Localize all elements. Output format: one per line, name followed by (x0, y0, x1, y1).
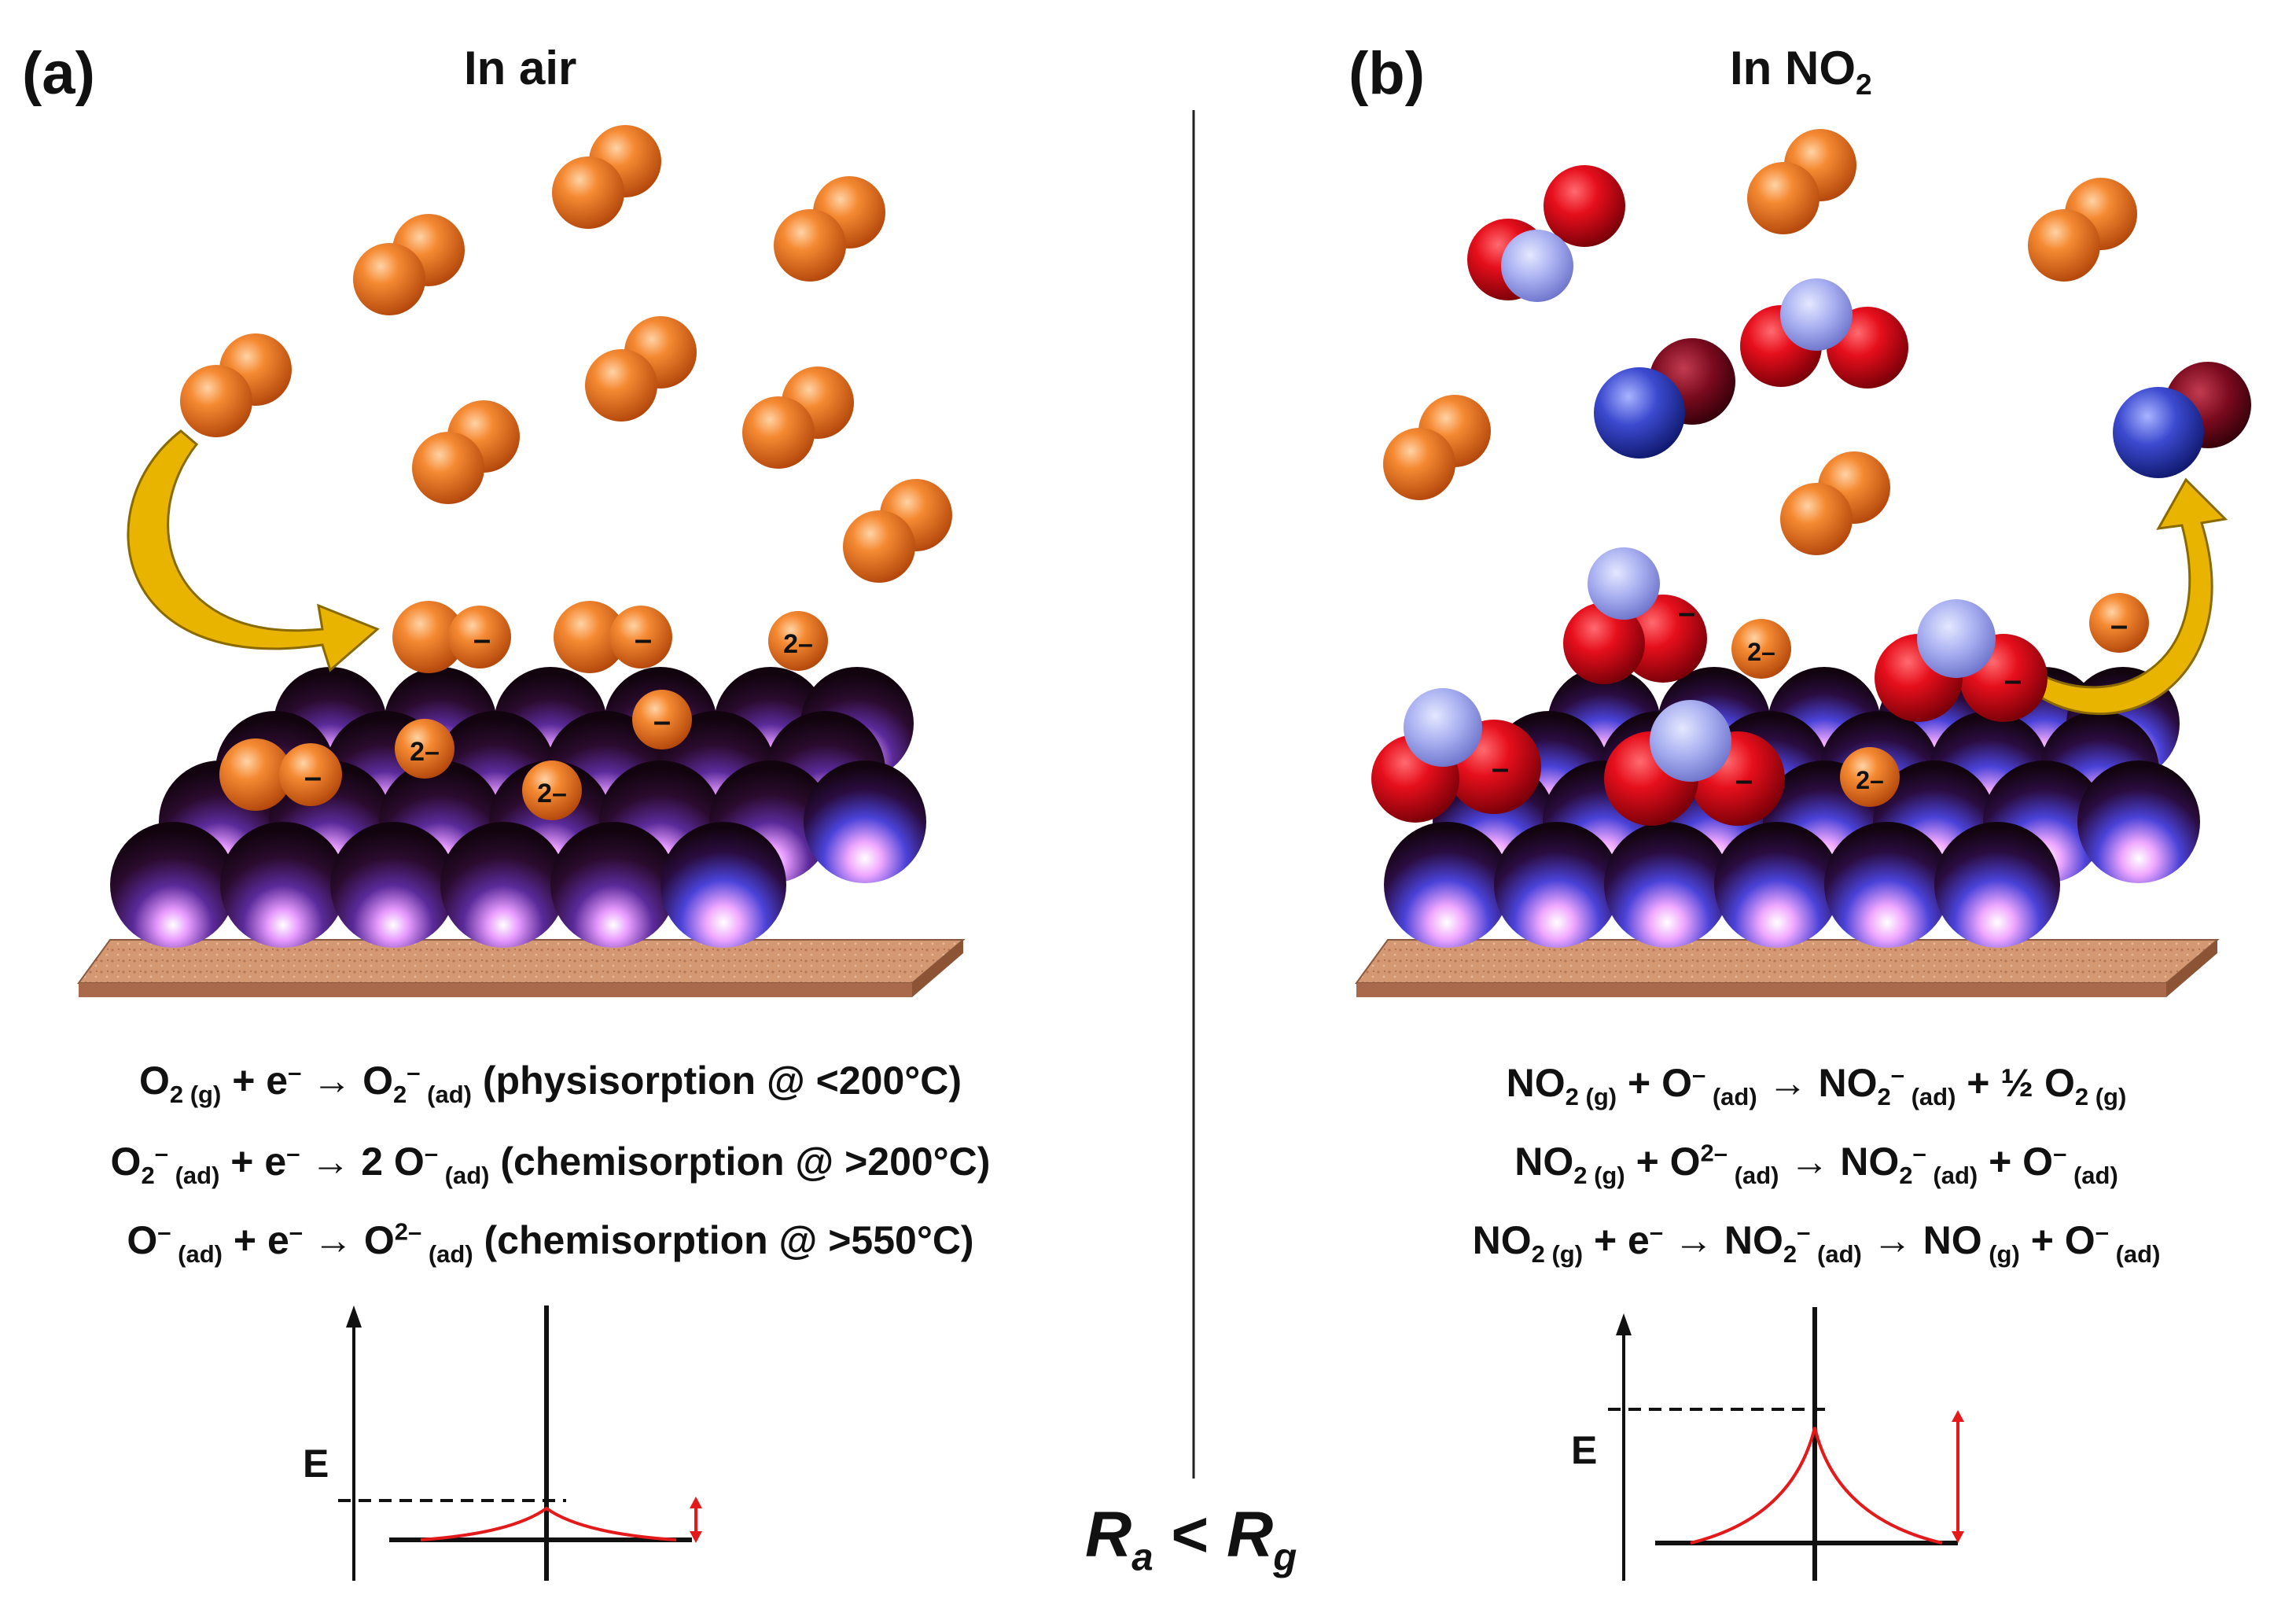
adsorbed-o-ion: 2– (522, 760, 582, 820)
no-molecule (1594, 338, 1735, 458)
o2-molecule (843, 479, 952, 583)
adsorbed-o2-ion: – (392, 601, 511, 673)
adsorbed-o-ion: 2– (1731, 619, 1791, 679)
adsorbed-no2-ion: – (1875, 599, 2048, 722)
equation-b-1: NO2 (g) + O– (ad) → NO2– (ad) + ½ O2 (g) (1506, 1060, 2127, 1110)
desorption-arrow-b (2030, 477, 2228, 716)
ion-charge-label: 2– (783, 629, 813, 659)
gas-no-molecules-b (1594, 338, 2251, 478)
energy-axis-label-a: E (303, 1442, 329, 1486)
ion-charge-label: – (2110, 608, 2128, 643)
adsorbed-o2-ion: – (554, 601, 672, 673)
adsorbed-species-a: – – 2– – 2– 2– – (219, 601, 828, 820)
ion-charge-label: – (653, 704, 671, 738)
o2-molecule (742, 366, 854, 469)
o2-molecule (552, 125, 661, 229)
panel-a-illustration: – – 2– – 2– 2– – (77, 125, 966, 997)
adsorbed-o-ion: 2– (1840, 747, 1900, 807)
equation-a-1: O2 (g) + e– → O2– (ad) (physisorption @ … (138, 1058, 962, 1108)
ion-charge-label: 2– (1856, 766, 1884, 794)
resistance-relation: Ra < Rg (1085, 1499, 1297, 1579)
panel-a-letter: (a) (22, 40, 95, 107)
equation-b-3: NO2 (g) + e– → NO2– (ad) → NO (g) + O– (… (1472, 1217, 2161, 1268)
panel-b-letter: (b) (1349, 40, 1426, 107)
panel-b-illustration: – 2– – – – – 2– (1355, 129, 2251, 997)
o2-molecule (412, 400, 520, 504)
ion-charge-label: – (1678, 595, 1695, 630)
adsorbed-o-ion: – (2089, 593, 2149, 653)
ion-charge-label: 2– (537, 779, 567, 808)
gas-o2-molecules-b (1383, 129, 2137, 555)
o2-molecule (585, 316, 697, 422)
gas-o2-molecules-a (180, 125, 952, 583)
ion-charge-label: – (2004, 663, 2022, 698)
o2-molecule (2028, 178, 2137, 282)
adsorbed-no2-ion: – (1563, 547, 1707, 684)
adsorbed-no2-ion: – (1371, 688, 1541, 823)
no2-molecule (1740, 278, 1908, 389)
ion-charge-label: – (304, 760, 322, 794)
band-diagram-b (1608, 1307, 1964, 1581)
o2-molecule (353, 214, 465, 315)
panel-a-title: In air (464, 42, 577, 94)
band-diagram-a (338, 1305, 702, 1581)
equation-a-3: O– (ad) + e– → O2– (ad) (chemisorption @… (127, 1217, 974, 1268)
ion-charge-label: 2– (410, 737, 440, 767)
energy-axis-label-b: E (1571, 1428, 1598, 1472)
o2-molecule (180, 333, 292, 437)
adsorbed-o-ion: 2– (768, 611, 828, 671)
ion-charge-label: – (635, 622, 652, 657)
ion-charge-label: – (473, 622, 491, 657)
ion-charge-label: – (1735, 763, 1753, 797)
sensor-grain-layer-a (110, 667, 926, 948)
ion-charge-label: – (1492, 751, 1509, 786)
o2-molecule (1780, 451, 1890, 555)
o2-molecule (1747, 129, 1856, 234)
adsorbed-o-ion: 2– (395, 719, 454, 779)
gas-no2-molecules-b (1467, 165, 1908, 389)
equation-a-2: O2– (ad) + e– → 2 O– (ad) (chemisorption… (110, 1139, 991, 1189)
no-molecule (2113, 362, 2251, 478)
o2-molecule (1383, 395, 1491, 500)
substrate-plate-a (77, 939, 966, 984)
panel-b-title: In NO2 (1730, 42, 1872, 101)
adsorption-arrow-a (127, 429, 380, 672)
adsorbed-no2-ion: – (1604, 700, 1785, 826)
ion-charge-label: 2– (1747, 638, 1775, 666)
adsorbed-o2-ion: – (219, 738, 342, 811)
equation-b-2: NO2 (g) + O2– (ad) → NO2– (ad) + O– (ad) (1514, 1139, 2118, 1189)
o2-molecule (774, 176, 885, 282)
adsorbed-species-b: – 2– – – – – 2– (1371, 547, 2149, 826)
adsorbed-o-ion: – (632, 690, 692, 749)
no2-molecule (1467, 165, 1625, 302)
